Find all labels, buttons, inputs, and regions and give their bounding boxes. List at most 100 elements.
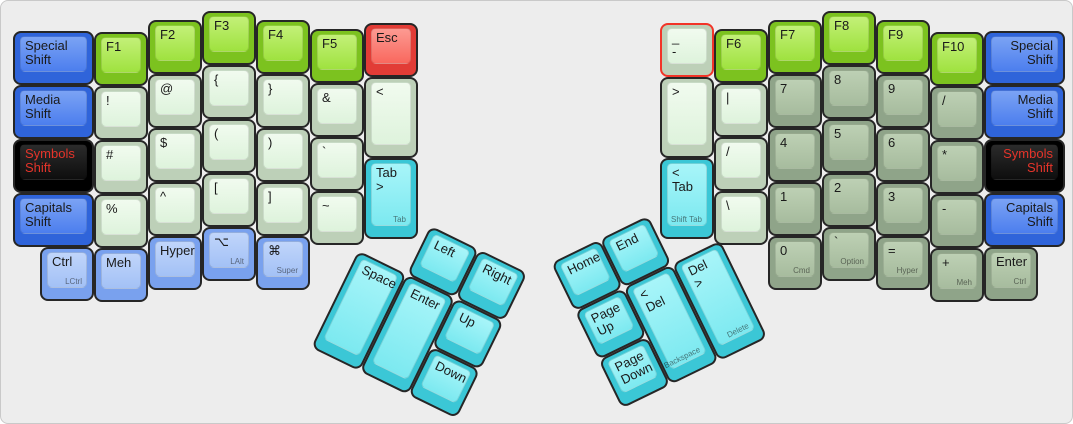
key-capitals-shift[interactable]: Capitals Shift [13,193,94,247]
key-key[interactable]: # [94,140,148,194]
key-1[interactable]: 1 [768,182,822,236]
key-hyper[interactable]: = Hyper [876,236,930,290]
key-legend: { [214,72,219,87]
key-f5[interactable]: F5 [310,29,364,83]
keycap-top: 5 [829,124,869,160]
key-legend: $ [160,135,168,150]
key-legend: & [322,90,331,105]
key-key[interactable]: > [660,77,714,158]
key-sub-legend: Hyper [896,266,918,275]
key-legend: ⌘ [268,243,281,258]
key-option[interactable]: ` Option [822,227,876,281]
key-key[interactable]: * [930,140,984,194]
key-0[interactable]: 0 Cmd [768,236,822,290]
key-capitals-shift[interactable]: Capitals Shift [984,193,1065,247]
key-key[interactable]: & [310,83,364,137]
key-key[interactable]: - [930,194,984,248]
key-hyper[interactable]: Hyper [148,236,202,290]
key-sub-legend: Backspace [662,344,702,371]
keycap-top: F7 [775,25,815,61]
key-key[interactable]: { [202,65,256,119]
key-special-shift[interactable]: Special Shift [13,31,94,85]
key-legend: Capitals Shift [1006,200,1053,230]
key-legend: F10 [942,39,965,54]
key-key[interactable]: [ [202,173,256,227]
key-f3[interactable]: F3 [202,11,256,65]
key-ctrl[interactable]: Ctrl LCtrl [40,247,94,301]
keycap-top: Meh [101,253,141,289]
key-key[interactable]: ( [202,119,256,173]
key-key[interactable]: ] [256,182,310,236]
key-f1[interactable]: F1 [94,32,148,86]
keycap-top: ⌘ Super [263,241,303,277]
keycap-top: Symbols Shift [20,144,87,180]
key-super[interactable]: ⌘ Super [256,236,310,290]
key-f4[interactable]: F4 [256,20,310,74]
key-f7[interactable]: F7 [768,20,822,74]
keycap-top: F1 [101,37,141,73]
key-esc[interactable]: Esc [364,23,418,77]
keycap-top: ! [101,91,141,127]
key-legend: Media Shift [1017,92,1053,122]
keycap-top: ` [317,142,357,178]
key-7[interactable]: 7 [768,74,822,128]
key-enter[interactable]: Enter Ctrl [984,247,1038,301]
key-key[interactable]: / [714,137,768,191]
key-legend: Home [564,248,603,278]
key-key[interactable]: \ [714,191,768,245]
keycap-top: 2 [829,178,869,214]
key-key[interactable]: } [256,74,310,128]
key-8[interactable]: 8 [822,65,876,119]
key-4[interactable]: 4 [768,128,822,182]
key-media-shift[interactable]: Media Shift [13,85,94,139]
key-key[interactable]: ! [94,86,148,140]
keycap-top: 8 [829,70,869,106]
key-media-shift[interactable]: Media Shift [984,85,1065,139]
keycap-top: Media Shift [20,90,87,126]
key-5[interactable]: 5 [822,119,876,173]
key-legend: Enter [408,285,443,313]
key-key[interactable]: % [94,194,148,248]
key-f8[interactable]: F8 [822,11,876,65]
key-key[interactable]: ~ [310,191,364,245]
key-f2[interactable]: F2 [148,20,202,74]
keycap-top: Hyper [155,241,195,277]
key-legend: 7 [780,81,788,96]
key-9[interactable]: 9 [876,74,930,128]
key-legend: F7 [780,27,796,42]
key-legend: F3 [214,18,230,33]
key-legend: Up [456,309,479,331]
key-legend: / [726,144,730,159]
key-6[interactable]: 6 [876,128,930,182]
key-key[interactable]: < [364,77,418,158]
key-legend: 2 [834,180,842,195]
key-legend: + [942,255,950,270]
key-f10[interactable]: F10 [930,32,984,86]
key-legend: % [106,201,118,216]
key-meh[interactable]: Meh [94,248,148,302]
key-f9[interactable]: F9 [876,20,930,74]
key-f6[interactable]: F6 [714,29,768,83]
keycap-top: ` Option [829,232,869,268]
key-symbols-shift[interactable]: Symbols Shift [13,139,94,193]
key-symbols-shift[interactable]: Symbols Shift [984,139,1065,193]
key-key[interactable]: | [714,83,768,137]
key-key[interactable]: ^ [148,182,202,236]
key-key[interactable]: _ - [660,23,714,77]
key-2[interactable]: 2 [822,173,876,227]
key-3[interactable]: 3 [876,182,930,236]
key-tab[interactable]: < Tab Shift Tab [660,158,714,239]
key-key[interactable]: / [930,86,984,140]
key-key[interactable]: $ [148,128,202,182]
key-legend: F4 [268,27,284,42]
key-tab[interactable]: Tab > Tab [364,158,418,239]
key-key[interactable]: ` [310,137,364,191]
key-meh[interactable]: + Meh [930,248,984,302]
key-lalt[interactable]: ⌥ LAlt [202,227,256,281]
key-legend: Down [432,357,470,387]
key-legend: F2 [160,27,176,42]
key-special-shift[interactable]: Special Shift [984,31,1065,85]
key-key[interactable]: ) [256,128,310,182]
key-legend: ⌥ [214,234,229,249]
key-key[interactable]: @ [148,74,202,128]
